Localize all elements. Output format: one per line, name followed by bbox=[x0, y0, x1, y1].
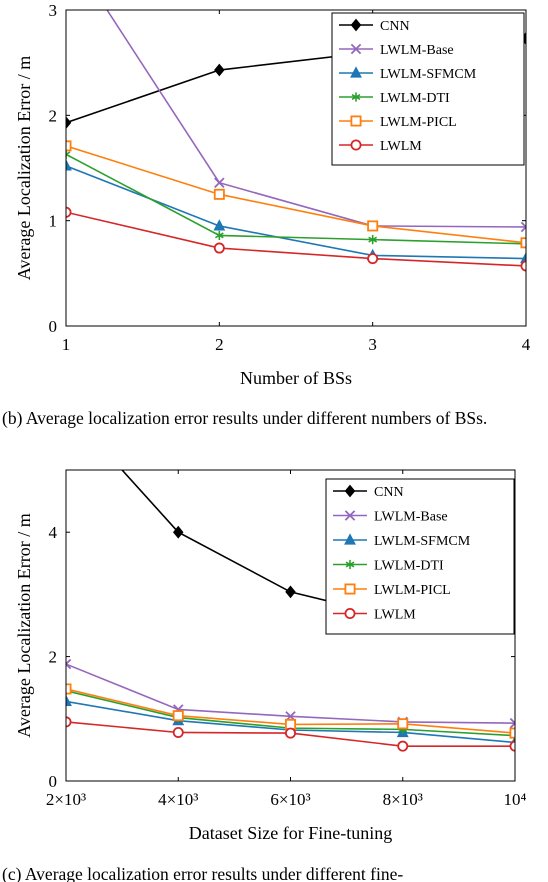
data-point-cnn-2 bbox=[285, 585, 296, 599]
legend-marker-lwlm bbox=[350, 139, 362, 151]
x-tick-label: 4×10³ bbox=[158, 790, 198, 809]
y-tick-label: 1 bbox=[49, 212, 58, 231]
legend-label-cnn: CNN bbox=[380, 19, 410, 34]
data-point-cnn-1 bbox=[173, 525, 184, 539]
data-point-lwlm-dti-2-s2 bbox=[368, 236, 378, 243]
data-point-lwlm-picl-3 bbox=[520, 237, 526, 249]
data-point-lwlm-1 bbox=[172, 726, 184, 738]
legend-marker-lwlm-base bbox=[344, 510, 356, 521]
data-point-lwlm-3 bbox=[397, 740, 409, 752]
legend: CNN LWLM-Base LWLM-SFMCM LWLM-DTI LWLM-PICL L… bbox=[331, 12, 525, 166]
x-tick-label: 2 bbox=[215, 335, 224, 354]
data-point-lwlm-base-0-a bbox=[66, 662, 72, 670]
legend-marker-lwlm-base bbox=[350, 43, 362, 55]
y-tick-label: 4 bbox=[49, 523, 58, 542]
legend-label-lwlm-picl: LWLM-PICL bbox=[374, 583, 451, 598]
plot-frame bbox=[65, 9, 527, 327]
legend-marker-lwlm bbox=[344, 608, 356, 620]
x-axis-label: Number of BSs bbox=[240, 368, 352, 388]
caption-b: (b) Average localization error results u… bbox=[2, 408, 488, 428]
data-point-lwlm-base-3-a bbox=[520, 221, 526, 229]
y-tick-label: 0 bbox=[49, 317, 58, 336]
y-axis-label: Average Localization Error / m bbox=[14, 56, 34, 281]
legend-marker-lwlm-dti bbox=[351, 92, 361, 102]
series-line-lwlm bbox=[66, 211, 526, 267]
legend-marker-lwlm-dti-s2 bbox=[351, 94, 361, 100]
data-point-lwlm-base-0-b bbox=[66, 658, 72, 666]
legend-label-lwlm-sfmcm: LWLM-SFMCM bbox=[380, 67, 477, 82]
legend-label-lwlm-picl: LWLM-PICL bbox=[380, 115, 457, 130]
data-point-lwlm-dti-1 bbox=[214, 230, 224, 241]
series-line-lwlm-picl bbox=[66, 145, 526, 244]
data-point-lwlm-base-1 bbox=[214, 177, 225, 188]
data-point-lwlm-picl-2 bbox=[367, 220, 379, 232]
data-point-lwlm-base-3-b bbox=[520, 225, 526, 233]
x-tick-label: 2×10³ bbox=[46, 790, 86, 809]
x-tick-label: 10⁴ bbox=[504, 790, 527, 809]
data-point-lwlm-picl-1 bbox=[172, 710, 184, 722]
legend-marker-cnn bbox=[344, 484, 356, 498]
legend-label-lwlm-base: LWLM-Base bbox=[374, 510, 448, 525]
series-line-lwlm-base bbox=[66, 663, 515, 724]
legend-marker-lwlm-sfmcm bbox=[344, 533, 356, 545]
x-tick-label: 4 bbox=[522, 335, 531, 354]
legend-marker-lwlm-base-b bbox=[350, 43, 362, 55]
legend-marker-lwlm-dti bbox=[345, 559, 355, 570]
legend-marker-cnn bbox=[350, 18, 362, 32]
data-point-lwlm-1 bbox=[213, 242, 225, 254]
legend-box bbox=[331, 12, 525, 166]
y-axis-label: Average Localization Error / m bbox=[14, 513, 34, 738]
data-point-lwlm-2 bbox=[284, 727, 296, 739]
data-point-lwlm-base-1-b bbox=[214, 177, 225, 188]
data-point-lwlm-base-0 bbox=[66, 658, 72, 670]
x-tick-label: 3 bbox=[368, 335, 377, 354]
x-tick-label: 6×10³ bbox=[270, 790, 310, 809]
caption-c: (c) Average localization error results u… bbox=[2, 864, 404, 882]
data-point-lwlm-2 bbox=[367, 253, 379, 265]
series-line-lwlm-base bbox=[106, 10, 526, 228]
y-tick-label: 0 bbox=[49, 772, 58, 791]
data-point-lwlm-sfmcm-0 bbox=[66, 694, 72, 706]
data-point-lwlm-sfmcm-3 bbox=[520, 251, 526, 264]
legend-marker-lwlm-dti-s2 bbox=[345, 561, 355, 568]
legend-marker-lwlm-sfmcm bbox=[350, 66, 362, 78]
x-tick-label: 1 bbox=[62, 335, 71, 354]
series-line-lwlm-dti bbox=[66, 153, 526, 245]
data-point-lwlm-picl-3 bbox=[397, 718, 409, 730]
data-point-lwlm-dti-2 bbox=[368, 235, 378, 245]
legend-label-lwlm: LWLM bbox=[380, 139, 422, 154]
legend-box bbox=[325, 478, 515, 635]
legend-label-lwlm-base: LWLM-Base bbox=[380, 43, 454, 58]
data-point-lwlm-sfmcm-1 bbox=[213, 219, 226, 231]
legend-label-cnn: CNN bbox=[374, 485, 404, 500]
data-point-lwlm-3 bbox=[520, 260, 526, 272]
data-point-cnn-0 bbox=[66, 116, 72, 130]
data-point-cnn-1 bbox=[214, 63, 225, 77]
legend-marker-lwlm-picl bbox=[350, 115, 362, 127]
legend-label-lwlm-dti: LWLM-DTI bbox=[380, 91, 450, 106]
x-tick-label: 8×10³ bbox=[383, 790, 423, 809]
data-point-lwlm-sfmcm-0 bbox=[66, 159, 72, 171]
legend-label-lwlm: LWLM bbox=[374, 608, 416, 623]
x-axis-label: Dataset Size for Fine-tuning bbox=[189, 823, 392, 843]
legend-label-lwlm-sfmcm: LWLM-SFMCM bbox=[374, 534, 471, 549]
legend: CNN LWLM-Base LWLM-SFMCM LWLM-DTI LWLM-PICL L… bbox=[325, 478, 515, 635]
data-point-lwlm-dti-1-s2 bbox=[214, 232, 224, 239]
legend-marker-lwlm-base-b bbox=[344, 510, 356, 521]
y-tick-label: 2 bbox=[49, 106, 58, 125]
data-point-lwlm-base-3 bbox=[520, 221, 526, 233]
y-tick-label: 2 bbox=[49, 648, 58, 667]
y-tick-label: 3 bbox=[49, 1, 58, 20]
chart-dataset-size: 2×10³ 4×10³ 6×10³ 8×10³ 10⁴ 0 2 4 Dataset Size f… bbox=[14, 469, 527, 843]
series-line-lwlm-sfmcm bbox=[66, 165, 526, 260]
data-point-lwlm-picl-1 bbox=[213, 188, 225, 200]
legend-marker-lwlm-picl bbox=[344, 583, 356, 595]
legend-label-lwlm-dti: LWLM-DTI bbox=[374, 559, 444, 574]
